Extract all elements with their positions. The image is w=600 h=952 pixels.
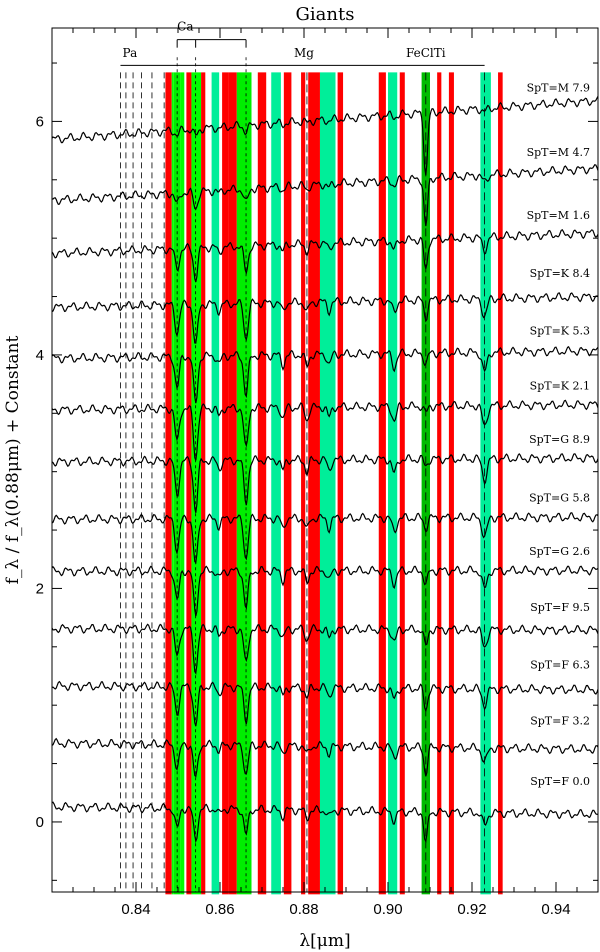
wavelength-band	[437, 72, 442, 895]
spectrum-line	[51, 623, 599, 675]
wavelength-band	[399, 72, 405, 895]
series-label: SpT=K 8.4	[530, 267, 590, 280]
wavelength-band	[337, 72, 344, 895]
spectrum-line	[51, 801, 599, 844]
spectrum-line	[51, 680, 599, 727]
series-label: SpT=M 7.9	[527, 82, 590, 95]
wavelength-band	[228, 72, 237, 895]
x-tick-label: 0.84	[121, 901, 150, 918]
series-label: SpT=K 5.3	[530, 324, 590, 337]
y-tick-label: 6	[36, 113, 44, 130]
wavelength-band	[319, 72, 336, 895]
wavelength-band	[257, 72, 267, 895]
x-axis-label: λ[μm]	[299, 931, 350, 951]
ca-line-label: Ca	[177, 19, 193, 33]
wavelength-band	[180, 72, 185, 895]
wavelength-band	[448, 72, 454, 895]
axis-ticks: 0.84 0.86 0.88 0.90 0.92 0.94 0 2 4 6	[36, 28, 599, 918]
x-tick-label: 0.86	[205, 901, 234, 918]
series-label: SpT=K 2.1	[530, 379, 590, 392]
wavelength-band	[283, 72, 292, 895]
y-tick-label: 2	[36, 580, 44, 597]
spectrum-line	[51, 346, 599, 404]
spectrum-line	[52, 163, 599, 227]
wavelength-band	[271, 72, 281, 895]
feclti-line-label: FeClTi	[406, 46, 446, 60]
series-labels: SpT=M 7.9 SpT=M 4.7 SpT=M 1.6 SpT=K 8.4 SpT=…	[527, 82, 590, 789]
wavelength-band	[301, 72, 306, 895]
pa-line-label: Pa	[123, 46, 138, 60]
series-label: SpT=G 8.9	[529, 433, 590, 446]
mg-line-label: Mg	[294, 46, 314, 60]
spectrum-line	[51, 96, 599, 176]
wavelength-band	[186, 72, 192, 895]
wavelength-band	[388, 72, 398, 895]
spectrum-line	[51, 512, 599, 564]
series-label: SpT=F 3.2	[530, 714, 590, 727]
line-identification-brackets	[120, 39, 485, 66]
x-tick-label: 0.88	[289, 901, 318, 918]
x-tick-label: 0.94	[541, 901, 570, 918]
series-label: SpT=F 0.0	[530, 775, 590, 788]
spectrum-line	[51, 452, 599, 513]
series-label: SpT=F 6.3	[530, 658, 590, 671]
wavelength-band	[498, 72, 503, 895]
x-tick-label: 0.92	[457, 901, 486, 918]
series-label: SpT=M 4.7	[527, 146, 590, 159]
wavelength-band	[222, 72, 229, 895]
y-tick-label: 4	[36, 347, 44, 364]
spectra-series	[51, 96, 599, 844]
spectrum-line	[51, 737, 599, 778]
wavelength-band	[165, 72, 172, 895]
wavelength-band	[171, 72, 174, 895]
wavelength-band	[378, 72, 386, 895]
wavelength-bands	[165, 72, 503, 895]
wavelength-band	[308, 72, 320, 895]
spectrum-line	[51, 292, 599, 344]
y-axis-label: f_λ / f_λ(0.88μm) + Constant	[3, 336, 23, 585]
y-tick-label: 0	[36, 814, 44, 831]
wavelength-band	[191, 72, 202, 895]
series-label: SpT=G 5.8	[529, 491, 590, 504]
wavelength-band	[201, 72, 206, 895]
series-label: SpT=G 2.6	[529, 545, 590, 558]
spectrum-line	[51, 399, 599, 461]
wavelength-band	[211, 72, 220, 895]
series-label: SpT=F 9.5	[530, 601, 590, 614]
spectrum-line	[51, 565, 599, 617]
chart-title: Giants	[296, 4, 355, 25]
series-label: SpT=M 1.6	[527, 209, 590, 222]
wavelength-band	[480, 72, 491, 895]
spectrum-line	[51, 229, 599, 283]
x-tick-label: 0.90	[373, 901, 402, 918]
